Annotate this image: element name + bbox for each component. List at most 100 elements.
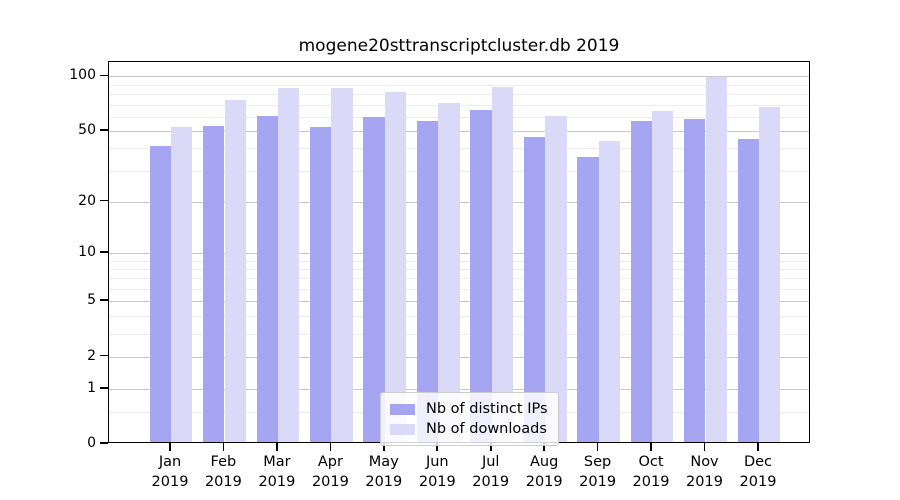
bar-downloads: [224, 100, 246, 442]
bar-downloads: [598, 140, 620, 442]
bar-downloads: [171, 127, 193, 442]
x-axis-tick: [329, 443, 332, 451]
x-tick-month: Apr: [317, 454, 343, 470]
bar-distinct-ips: [630, 121, 652, 442]
gridline-major: [109, 76, 809, 78]
bar-downloads: [545, 115, 567, 442]
y-tick-label: 20: [78, 192, 96, 209]
bar-downloads: [331, 88, 353, 442]
y-axis-tick: [100, 251, 108, 253]
x-tick-label: Oct 2019: [621, 452, 681, 492]
x-axis-tick: [596, 443, 599, 451]
gridline-minor: [109, 84, 809, 86]
x-tick-label: Sep 2019: [568, 452, 628, 492]
x-tick-label: Dec 2019: [728, 452, 788, 492]
bar-distinct-ips: [203, 125, 225, 442]
bar-distinct-ips: [684, 118, 706, 442]
x-tick-year: 2019: [204, 474, 242, 490]
x-tick-month: May: [368, 454, 399, 470]
legend-item: Nb of downloads: [390, 419, 548, 439]
bar-downloads: [491, 87, 514, 442]
chart-title: mogene20sttranscriptcluster.db 2019: [298, 36, 620, 56]
x-tick-year: 2019: [525, 474, 563, 490]
bar-distinct-ips: [737, 138, 759, 442]
bar-distinct-ips: [149, 146, 171, 442]
bar-downloads: [652, 110, 674, 442]
x-tick-month: Jun: [425, 454, 449, 470]
x-tick-year: 2019: [579, 474, 617, 490]
x-tick-label: Jul 2019: [461, 452, 521, 492]
y-axis-tick: [100, 354, 108, 357]
y-axis-tick: [100, 299, 108, 302]
bar-distinct-ips: [416, 121, 439, 442]
x-tick-label: Aug 2019: [514, 452, 574, 492]
x-tick-year: 2019: [686, 474, 723, 490]
bar-downloads: [759, 107, 781, 442]
x-tick-year: 2019: [258, 474, 296, 490]
x-axis-tick: [489, 443, 492, 451]
x-tick-label: Nov 2019: [675, 452, 735, 492]
plot-area: [108, 61, 810, 443]
bar-downloads: [705, 76, 727, 442]
x-axis-tick: [276, 443, 278, 451]
x-tick-label: Apr 2019: [300, 452, 360, 492]
x-axis-tick: [703, 443, 706, 451]
y-axis-tick: [100, 74, 108, 77]
bar-downloads: [277, 88, 300, 442]
bar-downloads: [384, 92, 407, 442]
y-axis-tick: [100, 199, 108, 202]
x-axis-tick: [757, 443, 759, 451]
x-tick-label: Feb 2019: [193, 452, 253, 492]
x-tick-month: Feb: [210, 454, 237, 470]
x-tick-month: Aug: [530, 454, 559, 470]
y-tick-label: 100: [69, 67, 96, 84]
x-tick-year: 2019: [739, 474, 777, 490]
y-tick-label: 10: [78, 244, 96, 260]
x-tick-label: Jun 2019: [407, 452, 467, 492]
y-axis-tick: [100, 442, 108, 444]
x-axis-tick: [543, 443, 546, 451]
y-axis-tick: [100, 128, 108, 131]
x-axis-tick: [222, 443, 225, 451]
bar-distinct-ips: [363, 117, 385, 442]
x-tick-month: Sep: [583, 454, 612, 470]
x-axis-tick: [650, 443, 652, 451]
legend-swatch: [390, 403, 415, 415]
x-tick-year: 2019: [311, 474, 349, 490]
y-tick-label: 2: [87, 347, 96, 364]
x-tick-year: 2019: [472, 474, 510, 490]
x-axis-tick: [382, 443, 385, 451]
x-tick-label: Jan 2019: [140, 452, 200, 492]
x-tick-month: Jan: [158, 454, 182, 470]
x-tick-month: Oct: [638, 454, 664, 470]
legend-swatch: [390, 423, 415, 435]
x-tick-label: Mar 2019: [247, 452, 307, 492]
bar-distinct-ips: [523, 137, 546, 442]
x-tick-year: 2019: [632, 474, 670, 490]
gridline-minor: [109, 94, 809, 95]
y-tick-label: 1: [87, 379, 96, 396]
legend-label: Nb of downloads: [426, 421, 547, 437]
legend: Nb of distinct IPs Nb of downloads: [380, 392, 559, 446]
bar-distinct-ips: [470, 109, 492, 442]
legend-label: Nb of distinct IPs: [426, 401, 548, 417]
x-tick-year: 2019: [151, 474, 189, 490]
legend-item: Nb of distinct IPs: [390, 399, 548, 419]
bar-distinct-ips: [310, 127, 332, 442]
x-tick-year: 2019: [365, 474, 403, 490]
y-tick-label: 5: [87, 292, 96, 309]
x-axis-tick: [436, 443, 439, 451]
x-tick-label: May 2019: [354, 452, 414, 492]
bar-distinct-ips: [256, 115, 278, 442]
bar-downloads: [438, 102, 460, 442]
x-axis-tick: [169, 443, 171, 451]
x-tick-month: Nov: [690, 454, 719, 470]
y-tick-label: 0: [87, 435, 96, 451]
x-tick-year: 2019: [418, 474, 456, 490]
bar-distinct-ips: [577, 156, 599, 442]
y-axis-tick: [100, 386, 108, 389]
x-tick-month: Jul: [481, 454, 500, 470]
x-tick-month: Mar: [263, 454, 291, 470]
x-tick-month: Dec: [743, 454, 773, 470]
